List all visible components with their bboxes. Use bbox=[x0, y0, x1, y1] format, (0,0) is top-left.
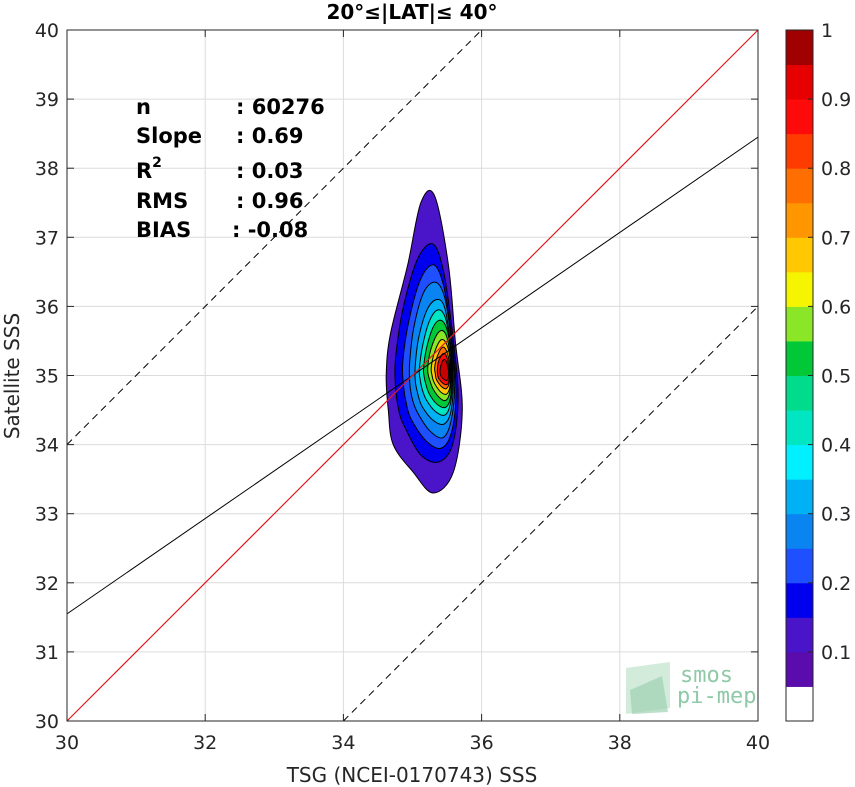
colorbar-segment-2 bbox=[786, 617, 813, 653]
reference-lines bbox=[66, 29, 759, 722]
colorbar-segment-15 bbox=[786, 168, 813, 204]
y-tick-label-9: 39 bbox=[35, 89, 59, 111]
stat-slope-label: Slope bbox=[136, 124, 202, 148]
identity-line bbox=[66, 29, 759, 722]
colorbar-segment-6 bbox=[786, 479, 813, 515]
y-tick-label-10: 40 bbox=[35, 20, 59, 42]
stat-r2-label: R2 bbox=[136, 155, 162, 183]
colorbar-segment-16 bbox=[786, 133, 813, 169]
colorbar-segment-4 bbox=[786, 548, 813, 584]
y-tick-label-2: 32 bbox=[35, 573, 59, 595]
colorbar-segment-0 bbox=[786, 686, 813, 722]
axes: 30 32 34 36 38 40 30 31 32 33 34 35 36 37 38 39 40 bbox=[35, 20, 770, 754]
x-axis-label: TSG (NCEI-0170743) SSS bbox=[286, 763, 538, 787]
x-tick-label-2: 34 bbox=[331, 732, 355, 754]
colorbar-segment-7 bbox=[786, 444, 813, 480]
logo-wave-graphic-front bbox=[630, 676, 668, 714]
colorbar-segment-17 bbox=[786, 99, 813, 135]
y-tick-label-7: 37 bbox=[35, 227, 59, 249]
colorbar-segment-10 bbox=[786, 340, 813, 376]
colorbar-tick-label-6: 0.7 bbox=[821, 227, 851, 249]
lower-bound-dashed-line bbox=[343, 306, 759, 722]
x-tick-label-0: 30 bbox=[55, 732, 79, 754]
upper-bound-dashed-line bbox=[66, 29, 482, 445]
stat-rms-label: RMS bbox=[136, 189, 188, 213]
stat-r2-value: : 0.03 bbox=[236, 159, 304, 183]
y-tick-label-0: 30 bbox=[35, 711, 59, 733]
colorbar-tick-label-8: 0.9 bbox=[821, 89, 851, 111]
stat-n-value: : 60276 bbox=[236, 95, 325, 119]
colorbar-tick-label-9: 1 bbox=[821, 20, 833, 42]
stat-n-label: n bbox=[136, 95, 151, 119]
colorbar-tick-label-2: 0.3 bbox=[821, 504, 851, 526]
colorbar-segment-19 bbox=[786, 30, 813, 66]
density-contours bbox=[385, 189, 463, 494]
chart-title: 20°≤|LAT|≤ 40° bbox=[326, 0, 497, 24]
colorbar-segment-9 bbox=[786, 375, 813, 411]
stats-box: n : 60276 Slope : 0.69 R2 : 0.03 RMS : 0… bbox=[136, 95, 325, 242]
colorbar-segment-18 bbox=[786, 64, 813, 100]
x-tick-label-1: 32 bbox=[193, 732, 217, 754]
stat-r2-letter: R bbox=[136, 159, 152, 183]
colorbar-segment-1 bbox=[786, 651, 813, 687]
colorbar: 0.1 0.2 0.3 0.4 0.5 0.6 0.7 0.8 0.9 1 bbox=[785, 20, 851, 722]
smos-pimep-logo: smos pi-mep bbox=[626, 662, 756, 714]
colorbar-tick-label-7: 0.8 bbox=[821, 158, 851, 180]
y-tick-label-6: 36 bbox=[35, 296, 59, 318]
colorbar-tick-label-5: 0.6 bbox=[821, 296, 851, 318]
colorbar-segment-3 bbox=[786, 582, 813, 618]
contour-level-11 bbox=[439, 359, 450, 381]
x-tick-label-4: 38 bbox=[608, 732, 632, 754]
stat-bias-label: BIAS bbox=[136, 218, 191, 242]
colorbar-segment-14 bbox=[786, 202, 813, 238]
logo-line-2: pi-mep bbox=[677, 684, 756, 709]
colorbar-tick-label-4: 0.5 bbox=[821, 366, 851, 388]
y-tick-label-5: 35 bbox=[35, 366, 59, 388]
x-tick-label-5: 40 bbox=[746, 732, 770, 754]
colorbar-tick-label-0: 0.1 bbox=[821, 642, 851, 664]
stat-slope-value: : 0.69 bbox=[236, 124, 304, 148]
x-tick-label-3: 36 bbox=[470, 732, 494, 754]
stat-rms-value: : 0.96 bbox=[236, 189, 304, 213]
y-axis-label: Satellite SSS bbox=[0, 313, 24, 439]
y-tick-label-4: 34 bbox=[35, 435, 59, 457]
colorbar-tick-label-1: 0.2 bbox=[821, 573, 851, 595]
colorbar-segment-13 bbox=[786, 237, 813, 273]
colorbar-segment-12 bbox=[786, 271, 813, 307]
y-tick-label-3: 33 bbox=[35, 504, 59, 526]
logo-line-1: smos bbox=[680, 663, 733, 688]
y-tick-label-8: 38 bbox=[35, 158, 59, 180]
colorbar-segment-5 bbox=[786, 513, 813, 549]
y-tick-label-1: 31 bbox=[35, 642, 59, 664]
colorbar-segment-8 bbox=[786, 410, 813, 446]
stat-r2-superscript: 2 bbox=[152, 155, 162, 171]
stat-bias-value: : -0.08 bbox=[232, 218, 308, 242]
colorbar-segment-11 bbox=[786, 306, 813, 342]
colorbar-tick-label-3: 0.4 bbox=[821, 435, 851, 457]
